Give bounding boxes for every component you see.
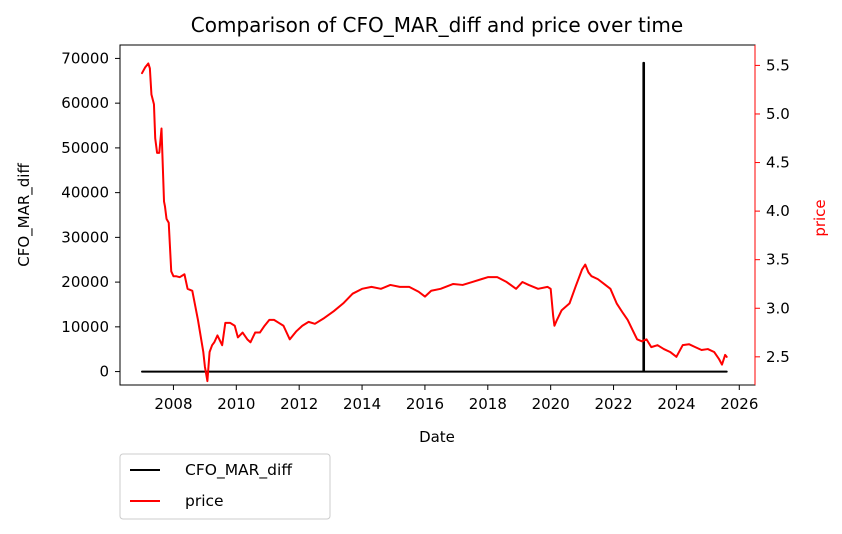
- series-line-cfo-mar-diff: [141, 61, 728, 373]
- right-y-axis-ticks: 2.5 3.0 3.5 4.0 4.5 5.0 5.5: [754, 45, 790, 385]
- right-y-tick-label: 2.5: [766, 348, 790, 366]
- chart-title: Comparison of CFO_MAR_diff and price ove…: [191, 13, 683, 37]
- x-tick-label: 2010: [217, 395, 255, 413]
- legend-label-cfo-mar-diff: CFO_MAR_diff: [185, 461, 292, 480]
- y-tick-label: 50000: [61, 139, 109, 157]
- plot-series: [141, 61, 728, 383]
- legend-box: [119, 453, 331, 520]
- y-tick-label: 20000: [61, 273, 109, 291]
- y-tick-label: 60000: [61, 94, 109, 112]
- x-tick-label: 2020: [532, 395, 570, 413]
- x-axis-label: Date: [419, 428, 455, 446]
- legend-label-price: price: [185, 492, 224, 510]
- x-tick-label: 2014: [343, 395, 381, 413]
- plot-frame: [119, 44, 756, 386]
- x-tick-label: 2022: [594, 395, 632, 413]
- y-axis-ticks: 0 10000 20000 30000 40000 50000 60000 70000: [61, 49, 120, 381]
- y-tick-label: 0: [99, 363, 109, 381]
- x-tick-label: 2016: [406, 395, 444, 413]
- right-y-axis-label: price: [811, 199, 829, 236]
- x-axis-ticks: 2008 2010 2012 2014 2016 2018 2020 2022 2024 2026: [154, 385, 758, 413]
- x-tick-label: 2018: [469, 395, 507, 413]
- right-y-tick-label: 5.5: [766, 56, 790, 74]
- x-tick-label: 2008: [154, 395, 192, 413]
- legend: CFO_MAR_diff price: [119, 453, 331, 520]
- right-y-tick-label: 4.5: [766, 154, 790, 172]
- x-tick-label: 2012: [280, 395, 318, 413]
- y-tick-label: 10000: [61, 318, 109, 336]
- x-tick-label: 2024: [657, 395, 695, 413]
- y-tick-label: 40000: [61, 184, 109, 202]
- right-y-tick-label: 3.5: [766, 251, 790, 269]
- y-tick-label: 70000: [61, 49, 109, 67]
- right-y-tick-label: 5.0: [766, 105, 790, 123]
- series-line-price: [141, 62, 728, 383]
- y-tick-label: 30000: [61, 228, 109, 246]
- right-y-tick-label: 4.0: [766, 202, 790, 220]
- x-tick-label: 2026: [720, 395, 758, 413]
- right-y-tick-label: 3.0: [766, 299, 790, 317]
- y-axis-label: CFO_MAR_diff: [15, 163, 34, 267]
